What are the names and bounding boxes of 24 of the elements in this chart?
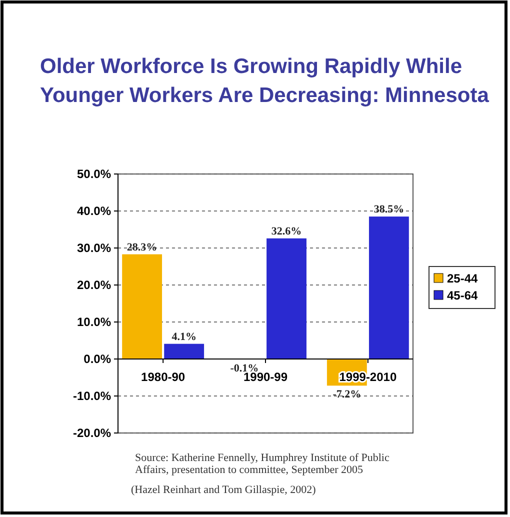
chart-title: Older Workforce Is Growing Rapidly While Younger Workers Are Decreasing: Minnesota <box>40 54 490 109</box>
bar <box>164 344 204 359</box>
y-tick-label: 40.0% <box>76 204 112 218</box>
bar <box>266 238 306 359</box>
data-label: 32.6% <box>271 225 302 238</box>
y-tick-label: 10.0% <box>76 314 112 329</box>
legend-label: 45-64 <box>447 288 478 302</box>
source-note: Source: Katherine Fennelly, Humphrey Institute of Public Affairs, presentation to committee, September 2005 <box>135 452 390 476</box>
y-tick-label: 20.0% <box>76 278 112 292</box>
y-tick-label: 0.0% <box>84 352 112 366</box>
y-tick-label: 30.0% <box>76 240 112 255</box>
x-tick-label: 1990-99 <box>243 370 288 384</box>
bar <box>122 254 162 359</box>
data-label: 38.5% <box>374 204 404 216</box>
text: (Hazel Reinhart and Tom Gillaspie, 2002) <box>131 484 317 496</box>
x-tick-label: 1980-90 <box>141 370 186 384</box>
y-tick-label: -20.0% <box>72 426 112 440</box>
y-tick-label: 50.0% <box>76 166 112 181</box>
data-label: -7.2% <box>332 388 362 401</box>
legend-label: 25-44 <box>447 272 478 286</box>
bar <box>368 216 409 359</box>
data-label: 4.1% <box>172 330 196 343</box>
y-tick-label: -10.0% <box>72 388 112 403</box>
data-label: 28.3% <box>126 241 158 254</box>
